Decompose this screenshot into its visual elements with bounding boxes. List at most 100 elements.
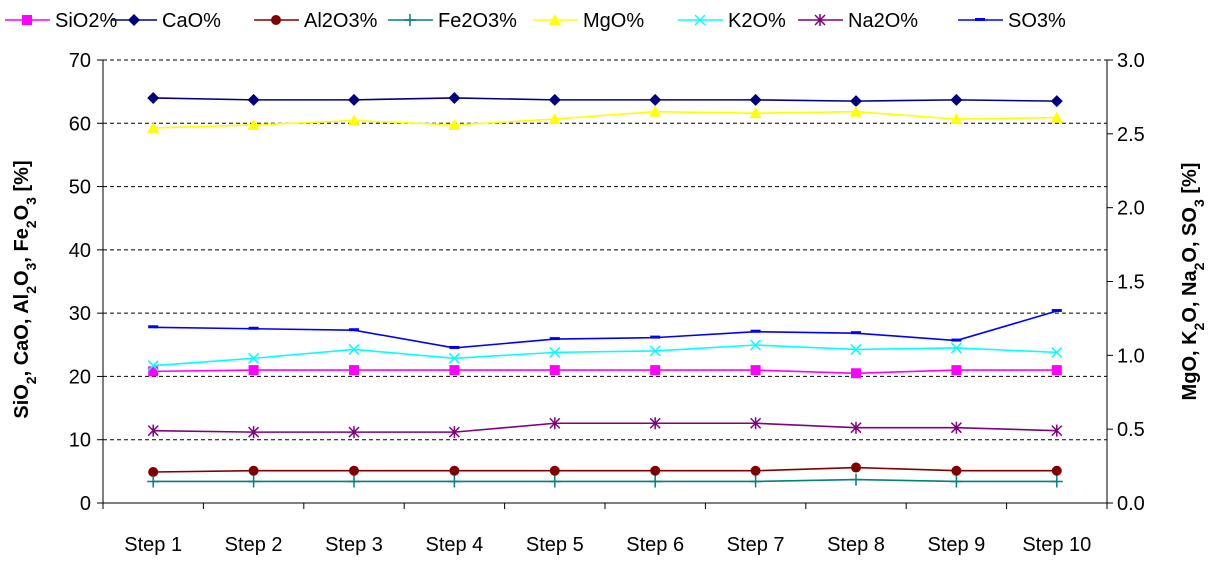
data-point bbox=[248, 326, 259, 330]
data-point bbox=[649, 417, 661, 430]
data-point bbox=[549, 365, 560, 376]
y-left-tick-label: 50 bbox=[69, 177, 91, 199]
x-tick-label: Step 7 bbox=[727, 534, 785, 556]
data-point bbox=[549, 346, 561, 358]
y-left-tick-label: 0 bbox=[80, 493, 91, 515]
data-point bbox=[448, 352, 460, 364]
series-CaO% bbox=[147, 91, 1063, 108]
series-Fe2O3% bbox=[147, 473, 1063, 488]
data-point bbox=[349, 365, 359, 376]
data-point bbox=[649, 475, 662, 488]
data-point bbox=[650, 335, 661, 339]
legend-item: CaO% bbox=[112, 10, 221, 32]
data-point bbox=[749, 475, 762, 488]
x-tick-label: Step 6 bbox=[626, 534, 684, 556]
data-point bbox=[1050, 475, 1063, 488]
legend-marker bbox=[22, 15, 32, 25]
data-point bbox=[549, 337, 560, 341]
data-point bbox=[851, 462, 861, 473]
y-left-tick-label: 20 bbox=[69, 366, 91, 388]
legend-item: Al2O3% bbox=[254, 10, 378, 32]
data-point bbox=[1051, 365, 1062, 376]
data-point bbox=[750, 365, 761, 376]
series-line bbox=[153, 310, 1058, 349]
data-point bbox=[248, 465, 259, 476]
series-line bbox=[153, 369, 1057, 375]
legend-label: CaO% bbox=[162, 10, 221, 32]
tick-labels: 0 10 20 30 40 50 60 70 0.0 0.5 1.0 1.5 2.0 2.5 3.0 Step… bbox=[69, 50, 1145, 556]
data-point bbox=[248, 352, 260, 364]
legend-marker bbox=[975, 18, 985, 21]
y-right-tick-label: 0.0 bbox=[1117, 493, 1145, 515]
data-point bbox=[650, 365, 661, 376]
data-point bbox=[650, 465, 661, 476]
data-point bbox=[749, 93, 762, 106]
series-group bbox=[147, 91, 1063, 488]
data-point bbox=[850, 473, 862, 486]
y-right-tick-label: 2.0 bbox=[1117, 198, 1145, 220]
series-line bbox=[153, 466, 1057, 473]
series-SO3% bbox=[148, 309, 1062, 349]
data-point bbox=[851, 331, 861, 335]
y-right-tick-label: 1.5 bbox=[1117, 272, 1145, 294]
data-point bbox=[549, 417, 561, 430]
data-point bbox=[448, 475, 461, 488]
data-point bbox=[750, 417, 762, 430]
data-point bbox=[247, 475, 260, 488]
data-point bbox=[951, 338, 962, 342]
legend-item: SO3% bbox=[958, 10, 1066, 32]
legend-label: Fe2O3% bbox=[438, 10, 517, 32]
x-tick-label: Step 9 bbox=[927, 534, 985, 556]
data-point bbox=[147, 475, 160, 488]
axes bbox=[97, 59, 1113, 509]
y-axis-left-title: SiO2, CaO, Al2O3, Fe2O3 [%] bbox=[11, 160, 39, 418]
legend-marker bbox=[549, 14, 561, 25]
y-right-tick-label: 3.0 bbox=[1117, 50, 1145, 72]
gridlines bbox=[103, 59, 1107, 441]
data-point bbox=[348, 475, 360, 488]
data-point bbox=[950, 93, 963, 106]
x-tick-label: Step 5 bbox=[526, 534, 584, 556]
data-point bbox=[749, 107, 762, 119]
x-tick-label: Step 10 bbox=[1022, 534, 1091, 556]
data-point bbox=[247, 93, 260, 106]
data-point bbox=[1051, 309, 1062, 313]
data-point bbox=[548, 113, 561, 125]
y-right-tick-label: 1.0 bbox=[1117, 345, 1145, 367]
legend-label: Al2O3% bbox=[304, 10, 378, 32]
legend-marker bbox=[814, 14, 826, 26]
legend-label: SiO2% bbox=[55, 10, 117, 32]
series-SiO2% bbox=[148, 365, 1062, 379]
data-point bbox=[348, 93, 360, 106]
data-point bbox=[850, 105, 862, 117]
series-line bbox=[153, 344, 1057, 367]
data-point bbox=[147, 121, 160, 133]
data-point bbox=[850, 95, 862, 108]
data-point bbox=[649, 93, 662, 106]
y-axis-right-title: MgO, K2O, Na2O, SO3 [%] bbox=[1179, 163, 1207, 401]
data-point bbox=[549, 465, 560, 476]
y-left-tick-label: 10 bbox=[69, 430, 91, 452]
y-left-tick-label: 70 bbox=[69, 50, 91, 72]
data-point bbox=[950, 475, 963, 488]
data-point bbox=[850, 421, 862, 434]
data-point bbox=[851, 368, 861, 379]
data-point bbox=[348, 343, 360, 355]
legend-label: K2O% bbox=[728, 10, 786, 32]
data-point bbox=[147, 424, 159, 437]
data-point bbox=[348, 426, 360, 439]
y-right-tick-label: 0.5 bbox=[1117, 419, 1145, 441]
data-point bbox=[951, 365, 962, 376]
data-point bbox=[1051, 465, 1062, 476]
data-point bbox=[449, 465, 460, 476]
series-MgO% bbox=[147, 105, 1063, 133]
data-point bbox=[649, 345, 661, 357]
y-left-tick-label: 60 bbox=[69, 113, 91, 135]
data-point bbox=[750, 465, 761, 476]
data-point bbox=[349, 465, 359, 476]
legend-item: Na2O% bbox=[798, 10, 918, 32]
data-point bbox=[950, 421, 962, 434]
data-point bbox=[448, 118, 461, 130]
data-point bbox=[147, 91, 160, 104]
data-point bbox=[1051, 346, 1063, 358]
